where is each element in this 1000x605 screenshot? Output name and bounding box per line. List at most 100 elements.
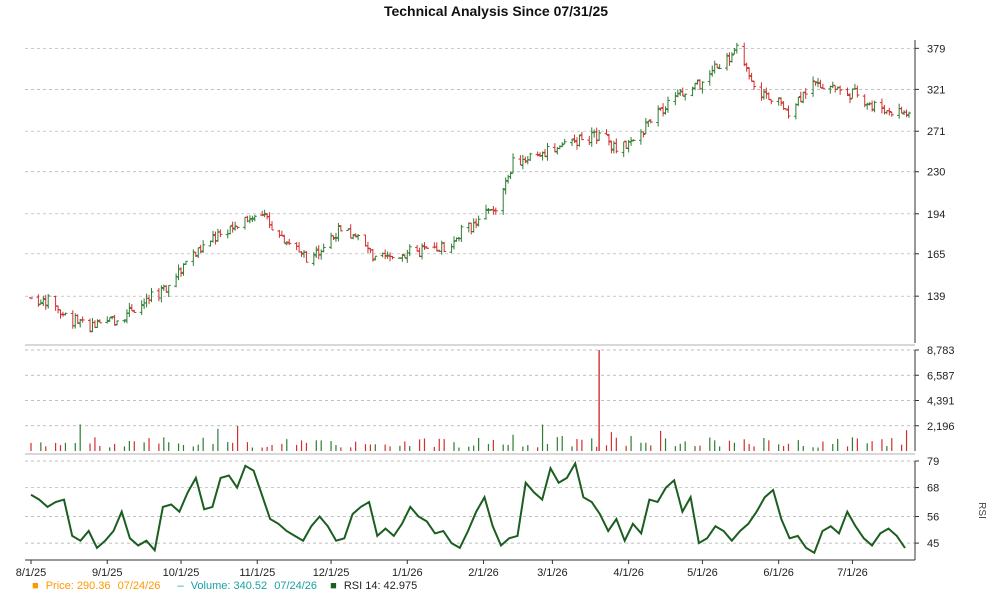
price-bar <box>63 312 68 316</box>
volume-bar <box>581 439 583 451</box>
price-bar <box>870 100 875 112</box>
price-bar <box>725 52 730 71</box>
price-bar <box>594 127 599 144</box>
price-bar <box>570 138 575 147</box>
volume-bar <box>709 437 711 451</box>
volume-bar <box>123 446 126 451</box>
price-tick-label: 165 <box>927 249 945 261</box>
volume-bar <box>236 425 239 451</box>
price-bar <box>279 230 284 236</box>
price-bar <box>218 229 223 238</box>
volume-bar <box>266 446 268 451</box>
price-bar <box>405 249 410 263</box>
price-bar <box>855 85 860 98</box>
price-bar <box>456 236 461 242</box>
price-bar <box>247 215 252 224</box>
price-bar <box>786 105 791 119</box>
volume-bar <box>355 441 357 451</box>
price-bar <box>729 52 734 63</box>
price-bar <box>899 106 904 114</box>
price-bar <box>329 232 334 250</box>
volume-bar <box>158 443 160 451</box>
volume-bar <box>433 446 435 451</box>
price-bar <box>474 218 479 229</box>
volume-bar <box>650 445 652 451</box>
volume-bar <box>364 444 367 451</box>
volume-bar <box>458 447 460 451</box>
volume-bar <box>507 444 509 451</box>
volume-tick-label: 6,587 <box>927 370 955 382</box>
price-bar <box>422 242 427 250</box>
price-bar <box>486 208 491 214</box>
price-bar <box>434 242 439 252</box>
volume-bar <box>296 444 298 451</box>
price-bar <box>538 152 543 157</box>
volume-spike-bar <box>598 350 600 451</box>
price-bar <box>144 293 149 308</box>
volume-bar <box>576 439 578 451</box>
volume-bar <box>763 437 765 451</box>
price-bar <box>41 295 46 306</box>
price-bar <box>338 225 343 232</box>
volume-bar <box>694 446 696 451</box>
volume-bar <box>787 443 790 451</box>
price-bar <box>523 156 528 164</box>
rsi-line-series <box>30 460 906 555</box>
volume-bar <box>546 443 549 451</box>
volume-bar <box>374 444 376 451</box>
price-bar <box>717 64 722 70</box>
price-bar <box>164 285 169 293</box>
volume-bar <box>714 440 716 451</box>
volume-bar <box>625 445 627 451</box>
price-bar <box>235 226 240 230</box>
volume-bar <box>143 442 145 451</box>
volume-bar <box>502 444 504 451</box>
price-bar <box>798 91 803 103</box>
price-bar <box>626 139 631 153</box>
volume-bar <box>856 438 858 451</box>
volume-bar <box>89 443 91 451</box>
volume-bar <box>404 441 406 451</box>
volume-bar <box>778 444 780 451</box>
price-bar <box>156 288 161 302</box>
volume-bar <box>335 444 337 451</box>
volume-bar <box>271 445 273 451</box>
rsi-tick-label: 79 <box>927 456 939 468</box>
volume-bar <box>281 443 283 451</box>
price-bar <box>132 309 137 313</box>
volume-bar <box>74 443 76 451</box>
price-bar <box>683 93 688 101</box>
price-bar <box>282 234 287 244</box>
price-bar <box>847 93 852 104</box>
price-bar <box>242 216 247 230</box>
volume-bar <box>168 442 170 451</box>
price-bar <box>110 315 115 320</box>
volume-bar <box>128 440 130 451</box>
price-bar <box>879 98 884 114</box>
price-bar <box>181 263 186 276</box>
price-bar <box>166 284 171 298</box>
volume-bar <box>527 445 529 451</box>
price-bar <box>149 287 154 303</box>
rsi-legend-label: RSI 14: 42.975 <box>343 580 418 592</box>
price-bar <box>850 88 855 99</box>
volume-bar <box>305 442 308 451</box>
price-bar <box>483 204 488 220</box>
volume-bar <box>94 437 96 451</box>
volume-bar <box>812 447 814 451</box>
price-bar <box>904 109 909 118</box>
price-bar <box>417 247 422 258</box>
x-tick-label: 10/1/25 <box>163 567 200 579</box>
price-bar <box>889 111 894 117</box>
price-legend-date: 07/24/26 <box>117 580 161 592</box>
price-bar <box>865 102 870 110</box>
price-bar <box>641 131 646 138</box>
volume-bar <box>232 442 234 451</box>
price-bar <box>316 245 321 260</box>
price-bar <box>661 103 666 117</box>
price-bar <box>92 320 97 329</box>
price-bar <box>107 317 112 322</box>
rsi-legend-swatch: ■ <box>330 580 337 592</box>
price-bar <box>761 89 766 100</box>
volume-bar <box>202 437 204 451</box>
